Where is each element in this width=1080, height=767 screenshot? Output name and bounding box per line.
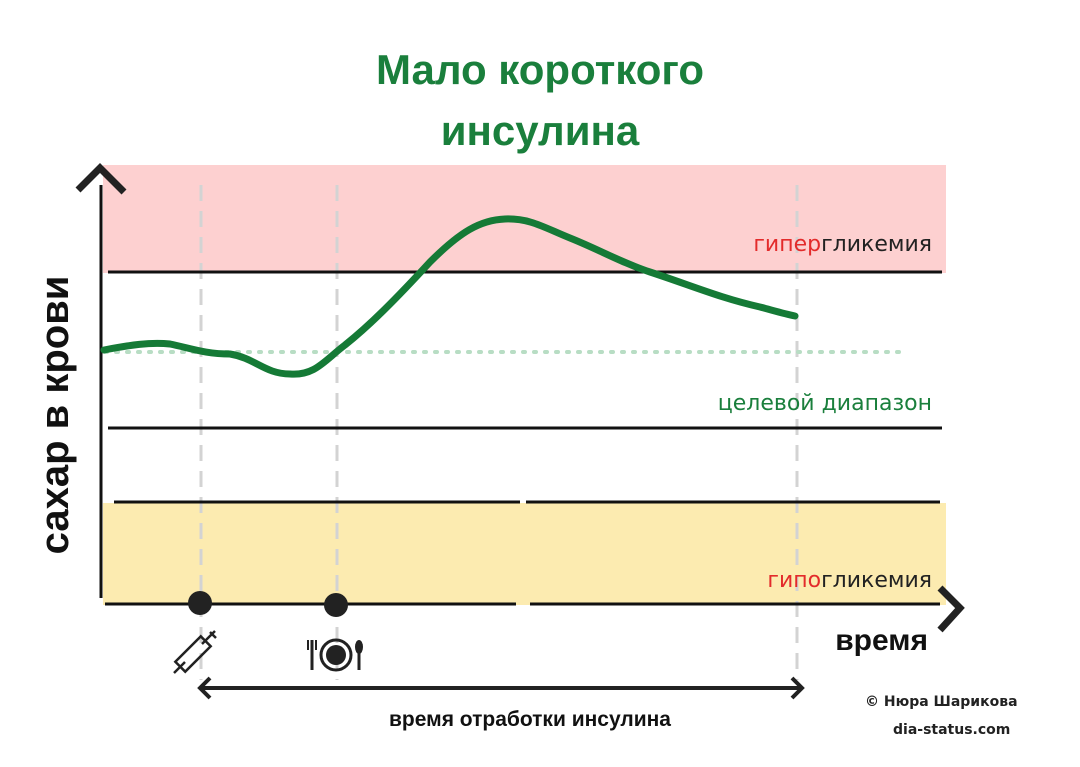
meal-dot <box>324 593 348 617</box>
hypo-prefix: гипо <box>767 568 821 593</box>
y-axis-label: сахар в крови <box>33 276 77 555</box>
range-lines <box>105 270 942 606</box>
y-arrow <box>75 163 127 195</box>
target-label: целевой диапазон <box>718 391 932 416</box>
injection-dot <box>188 591 212 615</box>
hypo-zone <box>103 503 946 605</box>
hypo-label: гипогликемия <box>767 568 932 593</box>
x-axis-label: время <box>835 624 928 657</box>
title-line: Мало короткого <box>376 46 704 93</box>
hyper-prefix: гипер <box>753 232 821 257</box>
glucose-curve <box>100 215 799 378</box>
duration-label: время отработки инсулина <box>389 708 671 731</box>
hyper-suffix: гликемия <box>821 232 932 257</box>
hyper-label: гипергликемия <box>753 232 932 257</box>
credit-author: © Нюра Шарикова <box>865 694 1018 710</box>
credit-site: dia-status.com <box>893 722 1010 738</box>
hypo-suffix: гликемия <box>821 568 932 593</box>
time-markers <box>199 185 799 680</box>
syringe-icon <box>173 630 217 674</box>
x-arrow <box>937 585 965 633</box>
plate-icon <box>307 638 363 672</box>
duration-arrow <box>197 676 805 700</box>
title-line: инсулина <box>441 107 640 154</box>
